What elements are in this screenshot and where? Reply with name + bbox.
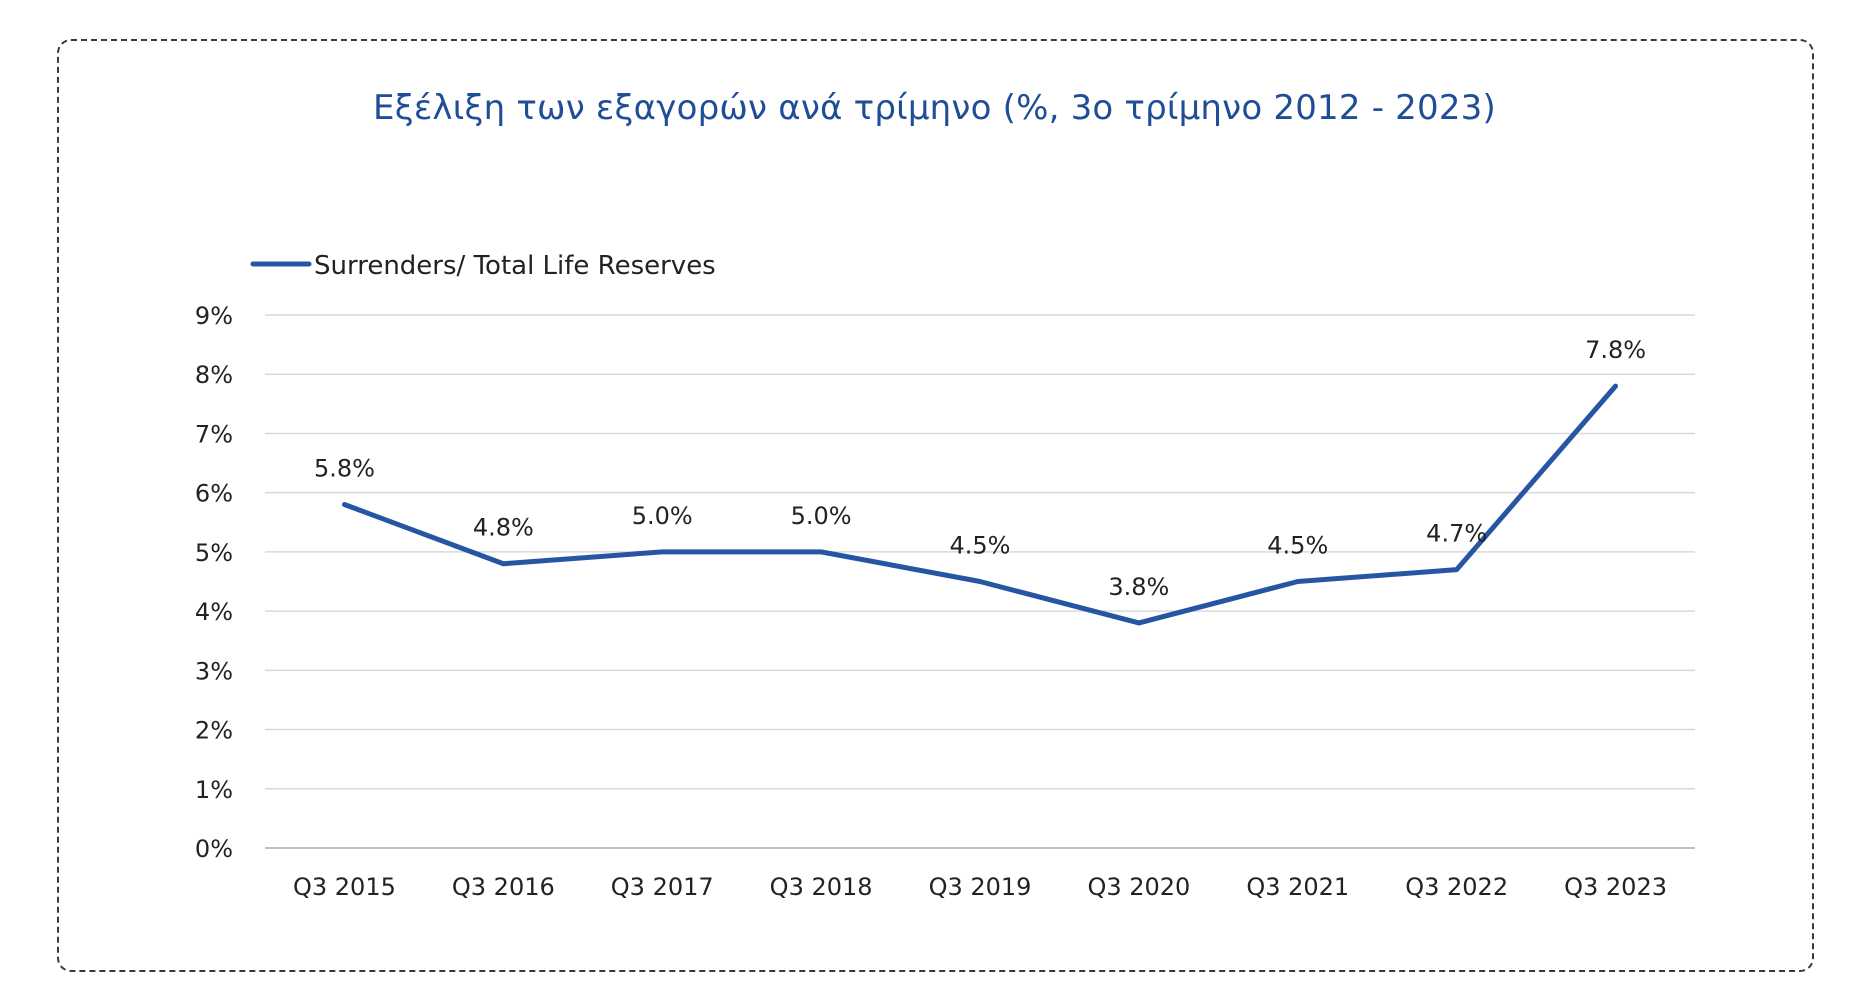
- y-tick-label: 6%: [195, 480, 233, 508]
- x-tick-label: Q3 2016: [452, 873, 555, 901]
- y-tick-label: 1%: [195, 776, 233, 804]
- x-tick-label: Q3 2017: [611, 873, 714, 901]
- y-tick-label: 0%: [195, 835, 233, 863]
- x-tick-label: Q3 2018: [770, 873, 873, 901]
- x-tick-label: Q3 2022: [1405, 873, 1508, 901]
- y-tick-label: 2%: [195, 717, 233, 745]
- data-label: 4.8%: [473, 514, 534, 542]
- data-label: 5.0%: [791, 502, 852, 530]
- data-label: 5.0%: [632, 502, 693, 530]
- data-label: 7.8%: [1585, 336, 1646, 364]
- x-axis-tick-labels: Q3 2015 Q3 2016 Q3 2017 Q3 2018 Q3 2019 Q3 20…: [293, 873, 1667, 901]
- data-label: 3.8%: [1108, 573, 1169, 601]
- legend: Surrenders/ Total Life Reserves: [250, 251, 716, 281]
- chart-title: Εξέλιξη των εξαγορών ανά τρίμηνο (%, 3ο …: [373, 88, 1496, 128]
- chart-frame: [57, 39, 1814, 972]
- data-label: 4.5%: [950, 532, 1011, 560]
- y-axis-tick-labels: 0% 1% 2% 3% 4% 5% 6% 7% 8% 9%: [195, 302, 233, 863]
- data-label: 4.7%: [1426, 520, 1487, 548]
- y-tick-label: 8%: [195, 361, 233, 389]
- y-tick-label: 4%: [195, 598, 233, 626]
- x-tick-label: Q3 2023: [1564, 873, 1667, 901]
- y-tick-label: 5%: [195, 539, 233, 567]
- x-tick-label: Q3 2020: [1087, 873, 1190, 901]
- y-tick-label: 3%: [195, 657, 233, 685]
- gridlines: [265, 314, 1695, 849]
- x-tick-label: Q3 2021: [1246, 873, 1349, 901]
- data-label: 4.5%: [1267, 532, 1328, 560]
- series-line: [341, 383, 1619, 626]
- data-labels: 5.8% 4.8% 5.0% 5.0% 4.5% 3.8% 4.5% 4.7% 7.8%: [314, 336, 1646, 601]
- y-tick-label: 9%: [195, 302, 233, 330]
- legend-entry-label: Surrenders/ Total Life Reserves: [314, 251, 716, 281]
- x-tick-label: Q3 2015: [293, 873, 396, 901]
- data-label: 5.8%: [314, 455, 375, 483]
- y-tick-label: 7%: [195, 420, 233, 448]
- x-tick-label: Q3 2019: [929, 873, 1032, 901]
- series-lines: [341, 383, 1619, 626]
